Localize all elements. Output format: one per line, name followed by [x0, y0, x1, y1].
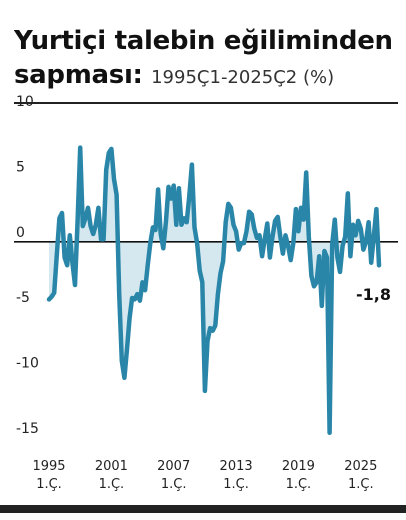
x-tick-year: 2019 — [282, 459, 315, 474]
x-tick-quarter: 1.Ç. — [223, 477, 249, 492]
bottom-rule — [0, 505, 406, 513]
series-line — [46, 145, 382, 436]
x-axis: 1995 1.Ç. 2001 1.Ç. 2007 1.Ç. 2013 1.Ç. 2019 1.Ç.… — [32, 459, 377, 492]
title-line-1: Yurtiçi talebin eğiliminden — [14, 26, 393, 56]
x-tick-year: 2001 — [95, 459, 128, 474]
series-line-layer — [46, 145, 382, 436]
x-tick-quarter: 1.Ç. — [348, 477, 374, 492]
title-line-2: sapması: — [14, 60, 143, 90]
y-tick-label: 10 — [16, 94, 34, 110]
x-tick-quarter: 1.Ç. — [99, 477, 125, 492]
top-rule — [14, 102, 398, 104]
x-tick-year: 2025 — [344, 459, 377, 474]
y-tick-label: -10 — [16, 356, 39, 372]
x-tick-year: 2007 — [157, 459, 190, 474]
y-tick-label: 0 — [16, 225, 25, 241]
x-tick-quarter: 1.Ç. — [161, 477, 187, 492]
x-tick-year: 2013 — [220, 459, 253, 474]
chart-title: Yurtiçi talebin eğiliminden sapması: 199… — [14, 24, 399, 96]
y-tick-label: -15 — [16, 421, 39, 437]
chart-subtitle: 1995Ç1-2025Ç2 (%) — [151, 67, 335, 88]
y-tick-label: 5 — [16, 159, 25, 175]
y-tick-label: -5 — [16, 290, 30, 306]
last-value-label: -1,8 — [356, 285, 391, 304]
title-line-2-row: sapması: 1995Ç1-2025Ç2 (%) — [14, 58, 399, 96]
x-tick-quarter: 1.Ç. — [36, 477, 62, 492]
y-axis: 10 5 0 -5 -10 -15 — [16, 94, 39, 437]
x-tick-year: 1995 — [32, 459, 65, 474]
x-tick-quarter: 1.Ç. — [286, 477, 312, 492]
